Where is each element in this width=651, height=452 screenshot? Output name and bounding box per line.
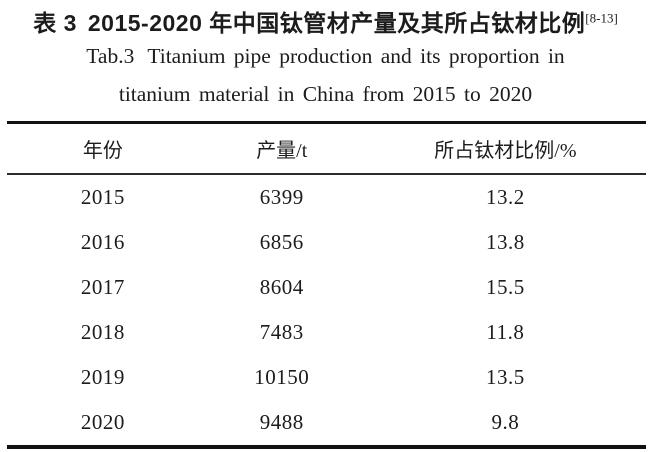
cell-production: 10150 — [254, 365, 310, 389]
table-caption-zh-text: 2015-2020 年中国钛管材产量及其所占钛材比例 — [87, 10, 586, 36]
cell-production: 6399 — [259, 185, 304, 209]
table-row: 2018 7483 11.8 — [7, 310, 646, 355]
cell-production: 7483 — [259, 320, 304, 344]
cell-year: 2016 — [80, 230, 125, 254]
cell-proportion: 15.5 — [486, 275, 525, 299]
cell-year: 2017 — [80, 275, 125, 299]
cell-year: 2018 — [80, 320, 125, 344]
table-row: 2015 6399 13.2 — [7, 174, 646, 220]
table-caption-en-line2: titanium material in China from 2015 to … — [0, 82, 651, 107]
cell-year: 2019 — [80, 365, 125, 389]
table-row: 2020 9488 9.8 — [7, 400, 646, 447]
column-header-proportion: 所占钛材比例/% — [364, 122, 646, 175]
cell-proportion: 13.8 — [486, 230, 525, 254]
cell-proportion: 9.8 — [491, 410, 520, 434]
cell-year: 2015 — [80, 185, 125, 209]
table-number-zh: 表 3 — [33, 10, 77, 36]
cell-production: 8604 — [259, 275, 304, 299]
cell-production: 6856 — [259, 230, 304, 254]
table-caption-zh: 表 3 2015-2020 年中国钛管材产量及其所占钛材比例[8-13] — [0, 4, 651, 38]
cell-proportion: 13.5 — [486, 365, 525, 389]
cell-proportion: 13.2 — [486, 185, 525, 209]
cell-proportion: 11.8 — [486, 320, 525, 344]
table-row: 2019 10150 13.5 — [7, 355, 646, 400]
table-caption-en-text2: titanium material in China from 2015 to … — [118, 82, 533, 106]
cell-production: 9488 — [259, 410, 304, 434]
column-header-production: 产量/t — [198, 122, 365, 175]
cell-year: 2020 — [80, 410, 125, 434]
column-header-year: 年份 — [7, 122, 199, 175]
table-header: 年份 产量/t 所占钛材比例/% — [7, 122, 646, 175]
table-caption-en-line1: Tab.3 Titanium pipe production and its pr… — [0, 44, 651, 69]
header-row: 年份 产量/t 所占钛材比例/% — [7, 122, 646, 175]
data-table-container: 年份 产量/t 所占钛材比例/% 2015 6399 13.2 2016 685… — [7, 121, 646, 449]
table-row: 2016 6856 13.8 — [7, 220, 646, 265]
table-number-en: Tab.3 — [86, 44, 135, 68]
citation-superscript: [8-13] — [585, 10, 618, 26]
table-body: 2015 6399 13.2 2016 6856 13.8 2017 8604 … — [7, 174, 646, 447]
table-row: 2017 8604 15.5 — [7, 265, 646, 310]
table-caption-en-text1: Titanium pipe production and its proport… — [147, 44, 565, 68]
data-table: 年份 产量/t 所占钛材比例/% 2015 6399 13.2 2016 685… — [7, 121, 646, 449]
